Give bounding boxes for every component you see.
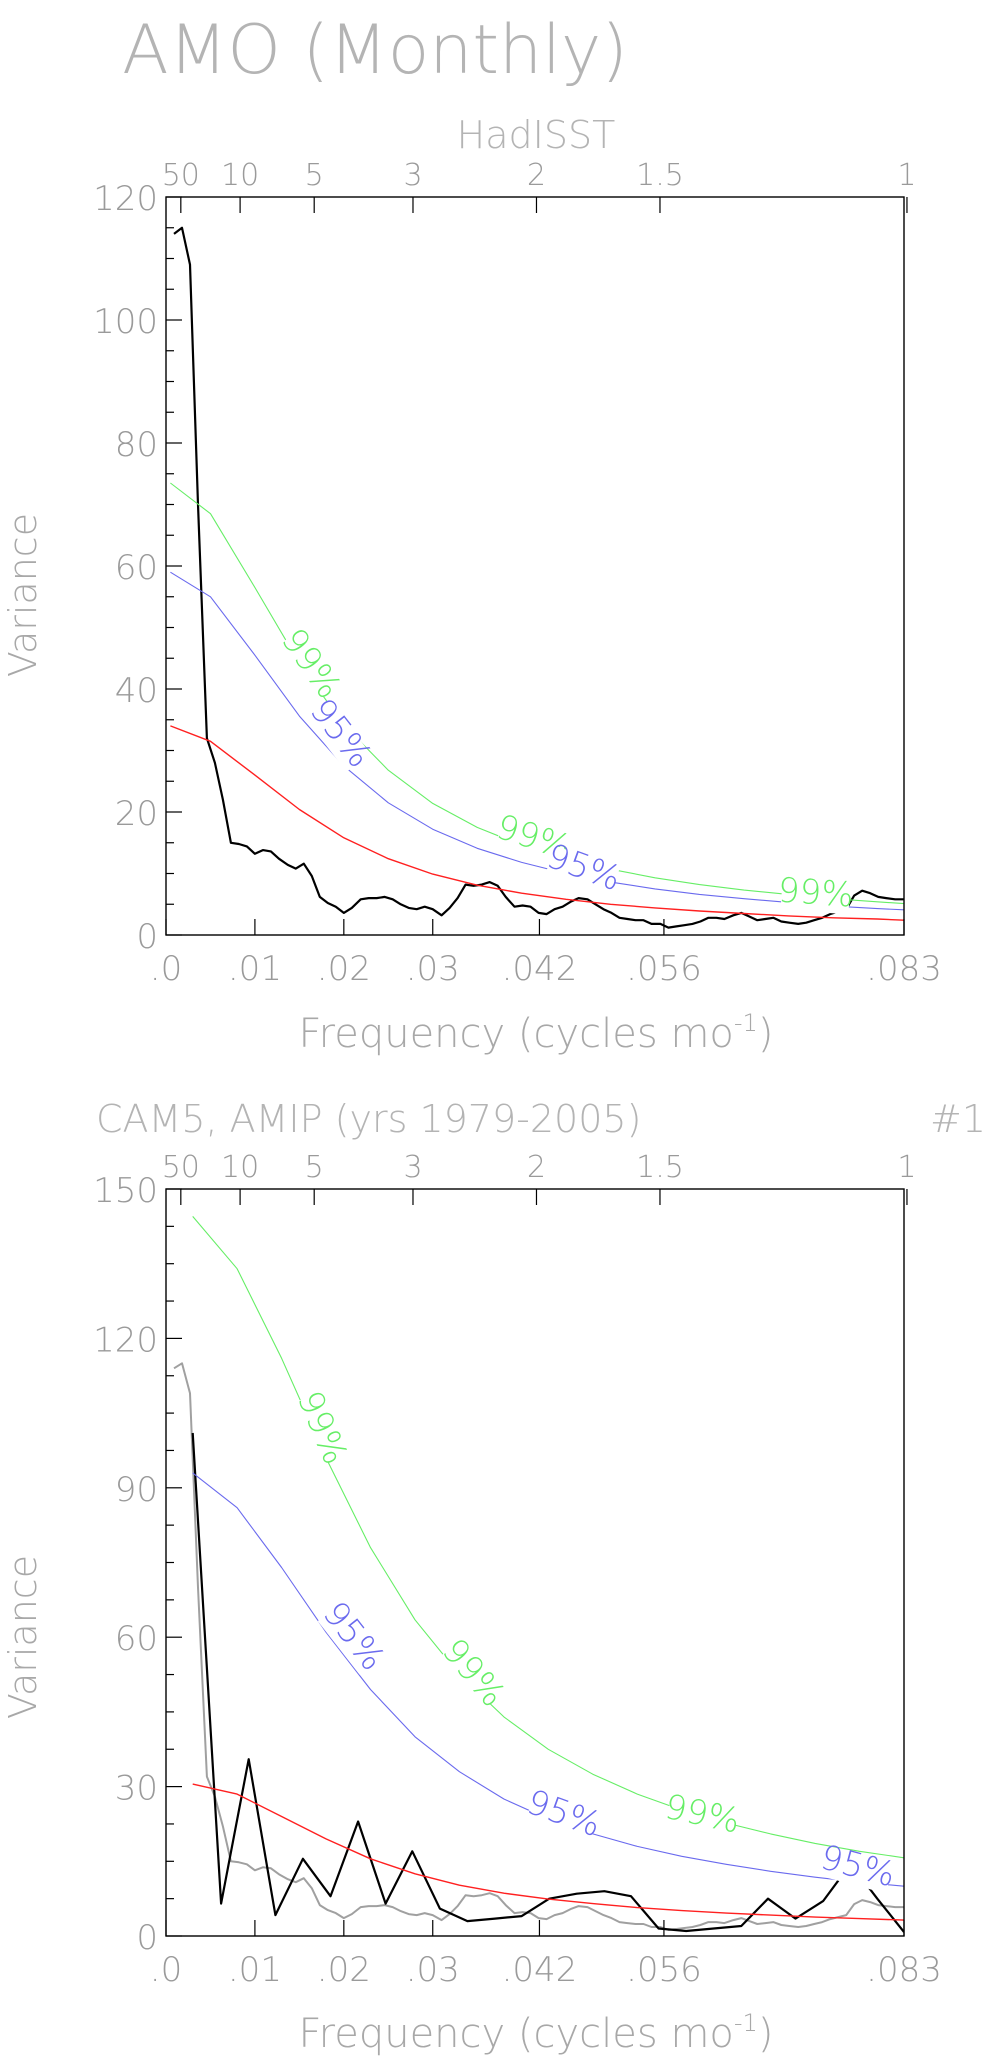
curve-label-conf95: 95% [315,1594,393,1678]
panel-title: HadISST [457,113,616,157]
x-tick-label: .056 [626,1950,702,1990]
curve-label-conf99: 99% [273,621,349,706]
curve-label-mask [437,1639,504,1712]
series-conf99-line [192,1216,904,1859]
period-tick-label: 10 [221,1150,259,1185]
series-red-noise-line [192,1783,904,1921]
series-red-noise-line [170,725,904,921]
curve-label-mask [665,1796,738,1840]
curve-label-mask [304,699,371,772]
period-tick-label: 1.5 [636,158,684,193]
period-tick-label: 50 [162,158,200,193]
curve-label-conf95: 95% [302,691,380,775]
x-axis-label: Frequency (cycles mo-1) [299,1009,774,1057]
panel-left-title: CAM5, AMIP (yrs 1979-2005) [96,1097,641,1141]
x-tick-label: .02 [317,949,371,989]
period-tick-label: 1.5 [636,1150,684,1185]
panel-hadisst: HadISST 50 10 5 3 2 1.5 1 99%99%99%95%95%02040… [1,113,942,1057]
x-tick-label: .056 [626,949,702,989]
curve-label-mask [495,816,570,867]
y-tick-label: 80 [115,425,158,465]
curve-label-mask [291,1392,346,1467]
x-tick-label: .0 [150,949,182,989]
y-tick-label: 0 [136,1918,158,1958]
curve-label-mask [780,879,851,915]
period-tick-label: 1 [897,1150,916,1185]
period-tick-label: 50 [162,1150,200,1185]
curve-label-mask [545,845,620,898]
period-tick-label: 3 [403,158,422,193]
x-axis-label: Frequency (cycles mo-1) [299,2009,774,2057]
y-tick-label: 20 [115,794,158,834]
y-axis-label: Variance [1,513,45,677]
y-tick-label: 30 [115,1769,158,1809]
series-reference-spectrum-line [173,1362,904,1931]
x-tick-label: .083 [866,1950,942,1990]
period-tick-label: 5 [305,158,324,193]
y-tick-label: 120 [93,1320,158,1360]
y-tick-label: 60 [115,548,158,588]
panel-cam5: CAM5, AMIP (yrs 1979-2005) #1 50 10 5 3 2 1.5… [1,1097,986,2057]
figure-title: AMO (Monthly) [122,11,628,90]
x-tick-label: .01 [228,1950,282,1990]
curve-label-conf95: 95% [521,1782,606,1845]
x-axis-label-exponent: -1 [734,2009,758,2037]
period-tick-label: 10 [221,158,259,193]
panel-right-title: #1 [930,1097,986,1141]
period-axis: 50 10 5 3 2 1.5 1 [162,158,917,213]
y-tick-label: 60 [115,1619,158,1659]
curve-label-mask [275,629,340,703]
curve-label-conf95: 95% [816,1837,899,1895]
x-tick-label: .0 [150,1950,182,1990]
y-axis-label: Variance [1,1555,45,1719]
x-tick-label: .083 [866,949,942,989]
x-tick-label: .01 [228,949,282,989]
plot-area: 99% 99% 99% 95% 95% 95% 0 30 60 90 120 150 .0 .01 .02.… [93,1171,942,1990]
x-axis-label-exponent: -1 [734,1009,758,1037]
plot-area: 99%99%99%95%95%020406080100120.0.01.02.0… [93,179,942,989]
y-tick-label: 100 [93,302,158,342]
period-axis: 50 10 5 3 2 1.5 1 [162,1150,917,1205]
series-spectrum-line [191,1432,904,1933]
curve-label-conf99: 99% [434,1631,513,1715]
x-tick-label: .03 [406,949,460,989]
period-tick-label: 1 [897,158,916,193]
x-tick-label: .03 [406,1950,460,1990]
y-tick-label: 90 [115,1470,158,1510]
curve-label-conf99: 99% [661,1787,743,1842]
x-tick-label: .042 [502,949,578,989]
curve-label-conf99: 99% [777,870,855,915]
curve-label-conf99: 99% [289,1385,355,1470]
y-tick-label: 40 [115,671,158,711]
x-tick-label: .042 [502,1950,578,1990]
x-tick-label: .02 [317,1950,371,1990]
y-tick-label: 120 [93,179,158,219]
period-tick-label: 5 [305,1150,324,1185]
curve-label-mask [317,1602,384,1675]
y-tick-label: 150 [93,1171,158,1211]
period-tick-label: 3 [403,1150,422,1185]
period-tick-label: 2 [527,1150,546,1185]
period-tick-label: 2 [527,158,546,193]
curve-label-conf95: 95% [541,836,626,899]
curve-label-mask [820,1846,894,1894]
series-spectrum-line [173,226,904,929]
y-tick-label: 0 [136,917,158,957]
curve-label-mask [525,1791,600,1844]
